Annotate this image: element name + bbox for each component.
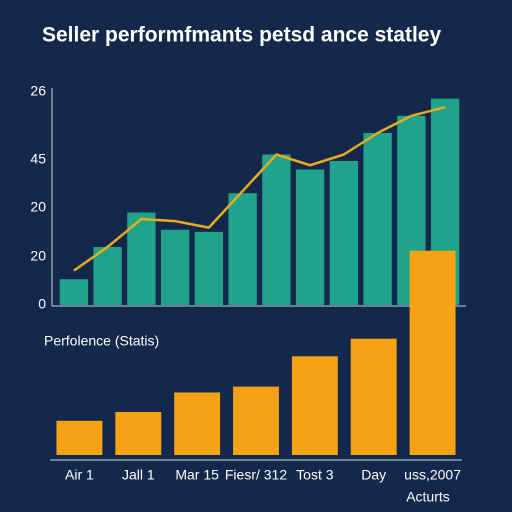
- bar: [233, 386, 279, 455]
- bar: [363, 133, 392, 305]
- bar: [160, 229, 190, 305]
- bar: [295, 169, 325, 305]
- bar: [329, 160, 359, 305]
- x-axis-label: Acturts: [406, 489, 450, 505]
- bar: [262, 154, 291, 305]
- x-tick-label: Jall 1: [122, 467, 155, 483]
- x-tick-label: Tost 3: [296, 467, 334, 483]
- chart-subtitle: Perfolence (Statis): [44, 333, 159, 349]
- x-tick-label: Fiesr/ 312: [225, 467, 287, 483]
- bar: [93, 246, 122, 305]
- bar: [174, 392, 221, 455]
- bar: [409, 250, 456, 455]
- x-tick-label: Mar 15: [175, 467, 219, 483]
- bar: [228, 193, 257, 305]
- x-tick-label: Day: [361, 467, 386, 483]
- chart-title: Seller performfmants petsd ance statley: [42, 24, 441, 47]
- bar: [194, 231, 224, 305]
- bar: [56, 420, 103, 455]
- y-tick-label: 0: [38, 296, 46, 312]
- bar: [115, 412, 162, 455]
- x-tick-label: uss,2007: [404, 467, 461, 483]
- y-tick-label: 20: [30, 248, 46, 264]
- x-tick-label: Air 1: [65, 467, 94, 483]
- line: [73, 105, 446, 272]
- bar: [59, 279, 89, 305]
- y-tick-label: 20: [30, 199, 46, 215]
- bar: [291, 356, 338, 455]
- y-tick-label: 26: [30, 83, 46, 99]
- bar: [350, 338, 397, 455]
- y-tick-label: 45: [30, 151, 46, 167]
